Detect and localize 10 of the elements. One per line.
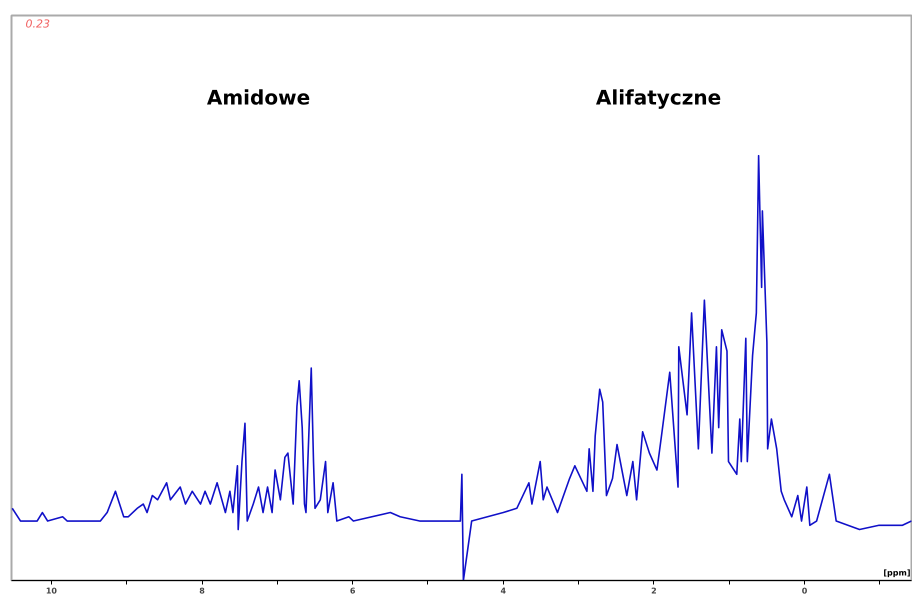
- text: Amidowe: [206, 86, 310, 110]
- x-tick-label: 10: [46, 586, 58, 596]
- x-tick-label: 6: [350, 586, 356, 596]
- x-tick-label: 8: [199, 586, 206, 596]
- x-tick-label: 2: [651, 586, 657, 596]
- x-tick-label: 0: [802, 586, 808, 596]
- text: 0.23: [26, 18, 50, 30]
- text: Alifatyczne: [596, 86, 722, 110]
- x-tick-label: 4: [500, 586, 507, 596]
- x-axis-title: [ppm]: [883, 568, 911, 578]
